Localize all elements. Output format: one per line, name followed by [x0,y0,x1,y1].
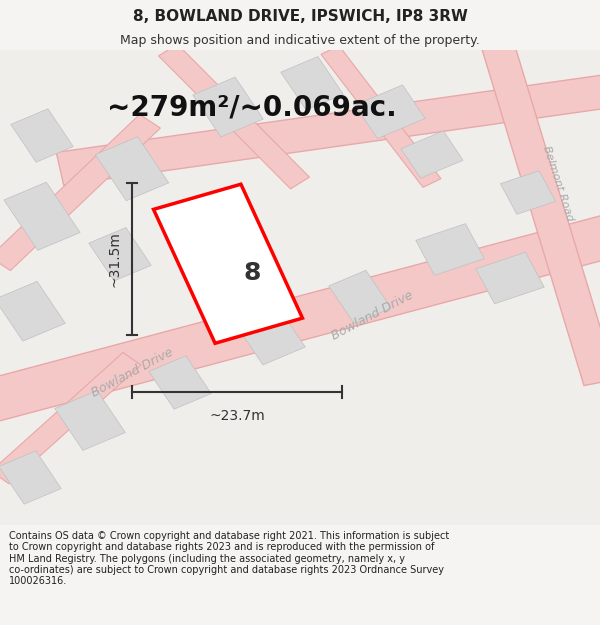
Polygon shape [154,184,302,343]
Text: Map shows position and indicative extent of the property.: Map shows position and indicative extent… [120,34,480,48]
Text: Bowland Drive: Bowland Drive [89,346,175,400]
Polygon shape [0,352,141,484]
Polygon shape [193,77,263,137]
Polygon shape [4,182,80,251]
Polygon shape [0,114,160,271]
Text: ~31.5m: ~31.5m [107,231,121,287]
Text: Contains OS data © Crown copyright and database right 2021. This information is : Contains OS data © Crown copyright and d… [9,531,449,541]
Polygon shape [55,391,125,451]
Text: ~279m²/~0.069ac.: ~279m²/~0.069ac. [107,93,397,121]
Text: HM Land Registry. The polygons (including the associated geometry, namely x, y: HM Land Registry. The polygons (includin… [9,554,405,564]
Polygon shape [500,171,556,214]
Text: ~23.7m: ~23.7m [209,409,265,422]
Polygon shape [11,109,73,162]
Polygon shape [95,137,169,201]
Polygon shape [0,281,65,341]
Polygon shape [158,44,310,189]
Polygon shape [476,23,600,386]
Polygon shape [89,228,151,281]
Polygon shape [321,46,441,188]
Polygon shape [401,131,463,178]
Text: 8: 8 [244,261,260,285]
Polygon shape [0,210,600,426]
Polygon shape [476,252,544,304]
Polygon shape [281,57,343,110]
Text: to Crown copyright and database rights 2023 and is reproduced with the permissio: to Crown copyright and database rights 2… [9,542,434,552]
Polygon shape [329,271,391,324]
Polygon shape [56,72,600,185]
Text: 100026316.: 100026316. [9,576,67,586]
Text: 8, BOWLAND DRIVE, IPSWICH, IP8 3RW: 8, BOWLAND DRIVE, IPSWICH, IP8 3RW [133,9,467,24]
Polygon shape [0,451,61,504]
Polygon shape [235,305,305,365]
Polygon shape [355,85,425,139]
Text: co-ordinates) are subject to Crown copyright and database rights 2023 Ordnance S: co-ordinates) are subject to Crown copyr… [9,565,444,575]
Polygon shape [149,356,211,409]
Text: Belmont Road: Belmont Road [541,144,575,222]
Text: Bowland Drive: Bowland Drive [329,289,415,343]
Polygon shape [416,224,484,276]
